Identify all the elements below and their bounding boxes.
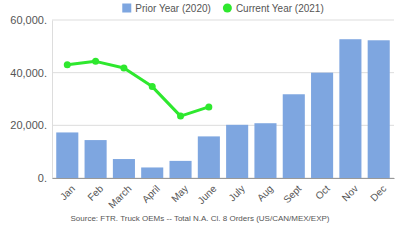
x-tick: May [169,178,190,204]
bar [113,159,135,178]
x-tick: April [140,178,162,205]
bar [254,123,276,178]
x-axis-line [53,178,395,179]
x-tick: Nov [340,178,360,203]
bar [141,167,163,178]
y-tick: 20,000. [10,119,52,131]
x-tick: Sept [281,178,303,205]
bar [198,136,220,178]
y-tick: 60,000. [10,14,52,26]
bar [339,39,361,178]
grid-line [52,20,394,21]
legend: Prior Year (2020) Current Year (2021) [122,3,323,14]
chart: 0. 20,000. 40,000. 60,000. Jan FebMarch April M… [0,0,400,225]
marker [92,58,99,65]
x-tick: Oct [313,178,332,202]
legend-swatch [122,4,131,13]
y-tick-label: 40,000. [10,67,47,79]
x-tick: July [227,178,247,203]
x-tick-label: Jan [58,183,77,202]
legend-swatch [223,4,232,13]
y-tick-label: 0. [38,172,47,184]
x-tick: Dec [368,178,388,203]
x-tick: June [195,178,218,206]
x-tick-label: Feb [85,183,105,203]
y-axis-line [52,21,53,179]
y-tick-label: 20,000. [10,119,47,131]
x-tick: Aug [255,178,275,203]
x-tick-label: Dec [368,183,388,203]
legend-item: Current Year (2021) [223,3,324,14]
x-tick: Feb [85,178,105,203]
y-tick: 40,000. [10,67,52,79]
y-tick-label: 60,000. [10,14,47,26]
x-tick-label: Sept [281,183,303,205]
marker [149,83,156,90]
x-tick-label: March [106,183,133,210]
bar [283,94,305,178]
bar [226,125,248,178]
marker [120,64,127,71]
bar [85,140,107,178]
y-axis: 0. 20,000. 40,000. 60,000. [10,14,52,184]
legend-label: Prior Year (2020) [135,3,211,14]
bar-series [56,39,390,178]
x-tick-label: May [169,183,190,204]
x-tick: March [106,178,133,210]
source-note: Source: FTR. Truck OEMs -- Total N.A. Cl… [70,214,329,223]
line-series [64,58,213,120]
line [67,61,209,116]
marker [177,113,184,120]
marker [64,61,71,68]
x-tick-label: Oct [313,183,332,202]
x-tick-label: June [195,183,218,206]
bar [368,40,390,178]
bar [311,73,333,178]
marker [205,103,212,110]
legend-item: Prior Year (2020) [122,3,211,14]
legend-label: Current Year (2021) [236,3,324,14]
x-tick: Jan [58,178,77,202]
x-tick-label: April [140,183,162,205]
x-tick-label: July [227,183,247,203]
plot-area [56,39,390,178]
x-tick-label: Nov [340,183,360,203]
x-axis: Jan FebMarch April MayJune July Aug Sept Oct Nov… [53,178,395,210]
y-tick: 0. [38,172,52,184]
bar [169,161,191,178]
grid [52,20,394,178]
bar [56,132,78,178]
x-tick-label: Aug [255,183,275,203]
